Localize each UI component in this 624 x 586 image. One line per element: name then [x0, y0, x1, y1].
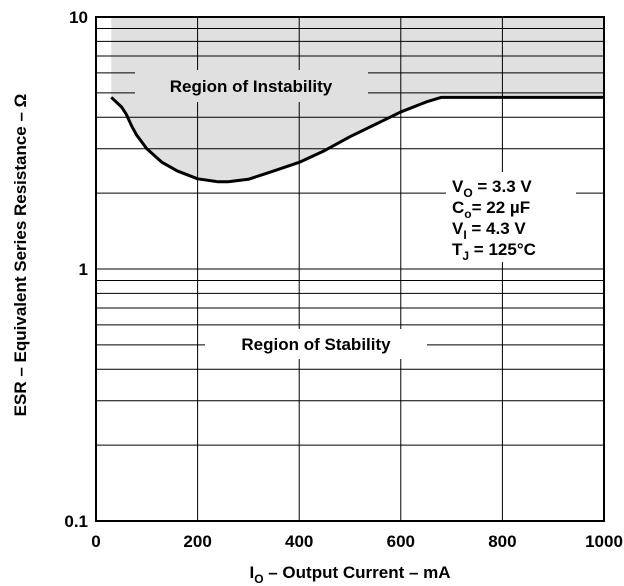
label-boxes [135, 70, 576, 359]
x-tick-label: 200 [183, 532, 211, 551]
stability-label: Region of Stability [241, 335, 391, 354]
tick-labels: 0 200 400 600 800 1000 0.1 1 10 [64, 8, 623, 551]
grid-layer [96, 17, 604, 521]
x-tick-label: 800 [488, 532, 516, 551]
condition-subscript: I [463, 228, 466, 242]
condition-line: Co= 22 µF [452, 198, 530, 221]
y-axis-label: ESR – Equivalent Series Resistance – Ω [11, 94, 30, 417]
y-tick-label: 1 [79, 260, 88, 279]
y-tick-label: 0.1 [64, 512, 88, 531]
x-tick-label: 600 [387, 532, 415, 551]
condition-line: TJ = 125°C [452, 240, 536, 263]
stability-boundary-line [110, 95, 604, 184]
x-axis-label-subscript: O [254, 572, 263, 586]
condition-subscript: o [464, 207, 471, 221]
conditions-box [446, 172, 576, 262]
y-tick-label: 10 [69, 8, 88, 27]
stability-label-box [205, 329, 427, 359]
instability-label: Region of Instability [170, 77, 333, 96]
x-axis-label-main: I [249, 563, 254, 582]
condition-value: = 4.3 V [467, 219, 527, 238]
x-axis-label-rest: – Output Current – mA [264, 563, 451, 582]
x-axis-label: IO – Output Current – mA [249, 563, 450, 586]
condition-value: = 3.3 V [473, 177, 533, 196]
condition-subscript: O [463, 186, 472, 200]
condition-value: = 22 µF [472, 198, 530, 217]
condition-line: VO = 3.3 V [452, 177, 532, 200]
condition-symbol: C [452, 198, 464, 217]
condition-subscript: J [462, 249, 469, 263]
x-tick-label: 0 [91, 532, 100, 551]
plot-frame [95, 16, 605, 522]
condition-symbol: V [452, 177, 464, 196]
instability-label-box [135, 70, 368, 102]
condition-symbol: V [452, 219, 464, 238]
condition-line: VI = 4.3 V [452, 219, 526, 242]
condition-symbol: T [452, 240, 463, 259]
condition-value: = 125°C [469, 240, 536, 259]
x-tick-label: 400 [285, 532, 313, 551]
x-tick-label: 1000 [585, 532, 623, 551]
curve-layer [110, 95, 604, 184]
